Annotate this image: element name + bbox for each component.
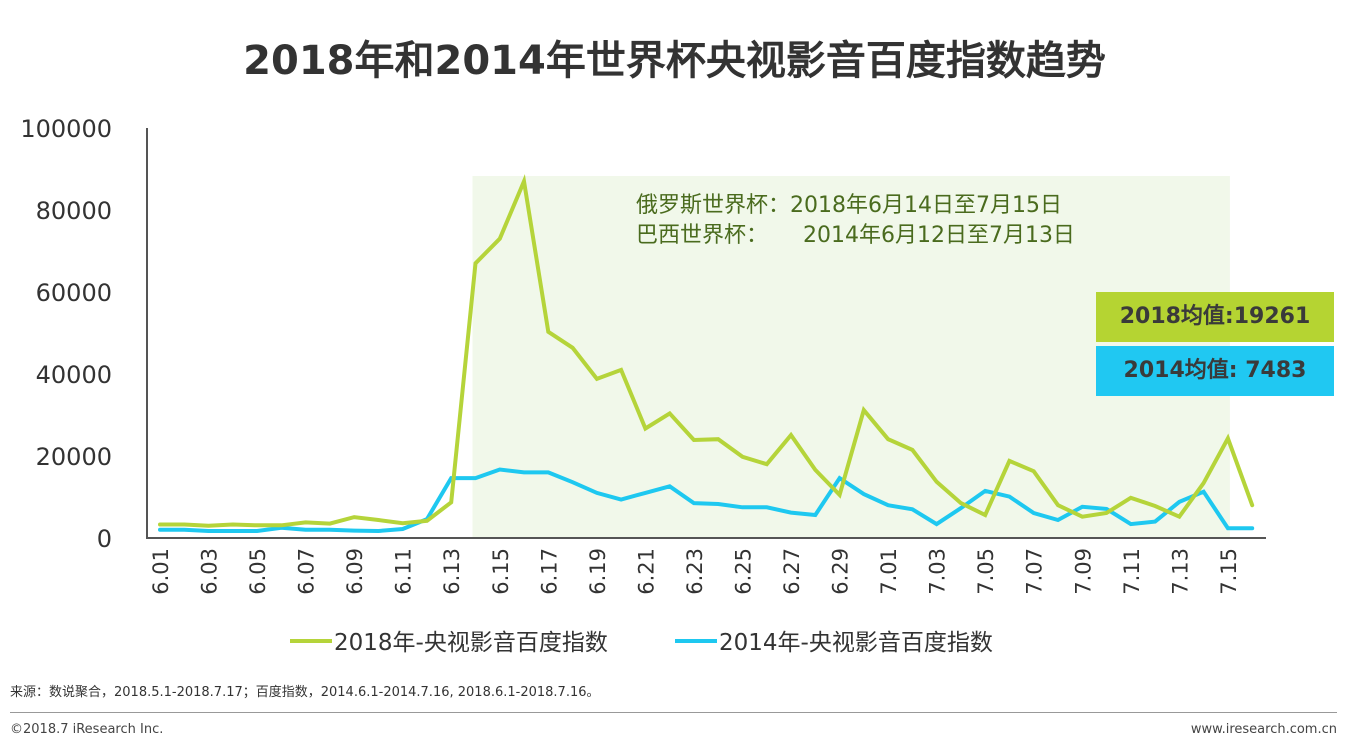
- x-tick-label: 7.05: [974, 548, 998, 595]
- x-tick-label: 6.29: [829, 548, 853, 595]
- legend-label: 2018年-央视影音百度指数: [334, 630, 608, 656]
- chart-title: 2018年和2014年世界杯央视影音百度指数趋势: [243, 38, 1106, 84]
- y-tick-label: 0: [97, 525, 112, 553]
- x-tick-label: 6.07: [295, 548, 319, 595]
- x-tick-label: 6.19: [586, 548, 610, 595]
- x-tick-label: 7.15: [1217, 548, 1241, 595]
- x-tick-label: 7.11: [1120, 548, 1144, 595]
- copyright: ©2018.7 iResearch Inc.: [10, 722, 164, 737]
- y-tick-label: 100000: [20, 115, 112, 143]
- x-tick-label: 6.25: [731, 548, 755, 595]
- y-tick-label: 80000: [36, 197, 112, 225]
- annotation-text: 俄罗斯世界杯：2018年6月14日至7月15日: [636, 193, 1062, 218]
- footer-divider: [10, 712, 1337, 713]
- x-tick-label: 7.07: [1023, 548, 1047, 595]
- source-note: 来源：数说聚合，2018.5.1-2018.7.17；百度指数，2014.6.1…: [10, 685, 600, 700]
- x-tick-label: 6.21: [634, 548, 658, 595]
- mean-2014-box: 2014均值: 7483: [1096, 346, 1334, 396]
- series-line-2018: [158, 174, 1255, 528]
- x-tick-label: 6.01: [149, 548, 173, 595]
- y-tick-label: 60000: [36, 279, 112, 307]
- x-tick-label: 6.09: [343, 548, 367, 595]
- x-tick-label: 6.17: [537, 548, 561, 595]
- x-tick-label: 7.03: [926, 548, 950, 595]
- x-tick-label: 7.01: [877, 548, 901, 595]
- y-tick-label: 20000: [36, 443, 112, 471]
- legend-label: 2014年-央视影音百度指数: [719, 630, 993, 656]
- x-tick-label: 7.09: [1071, 548, 1095, 595]
- series-line-2014: [158, 467, 1255, 534]
- x-tick-label: 6.27: [780, 548, 804, 595]
- x-tick-label: 6.23: [683, 548, 707, 595]
- x-tick-label: 6.13: [440, 548, 464, 595]
- annotation-text: 巴西世界杯： 2014年6月12日至7月13日: [636, 223, 1075, 248]
- x-tick-label: 6.15: [489, 548, 513, 595]
- x-tick-label: 6.11: [392, 548, 416, 595]
- x-tick-label: 7.13: [1168, 548, 1192, 595]
- x-tick-label: 6.03: [198, 548, 222, 595]
- mean-2018-box: 2018均值:19261: [1096, 292, 1334, 342]
- x-tick-label: 6.05: [246, 548, 270, 595]
- website: www.iresearch.com.cn: [1190, 722, 1337, 737]
- y-tick-label: 40000: [36, 361, 112, 389]
